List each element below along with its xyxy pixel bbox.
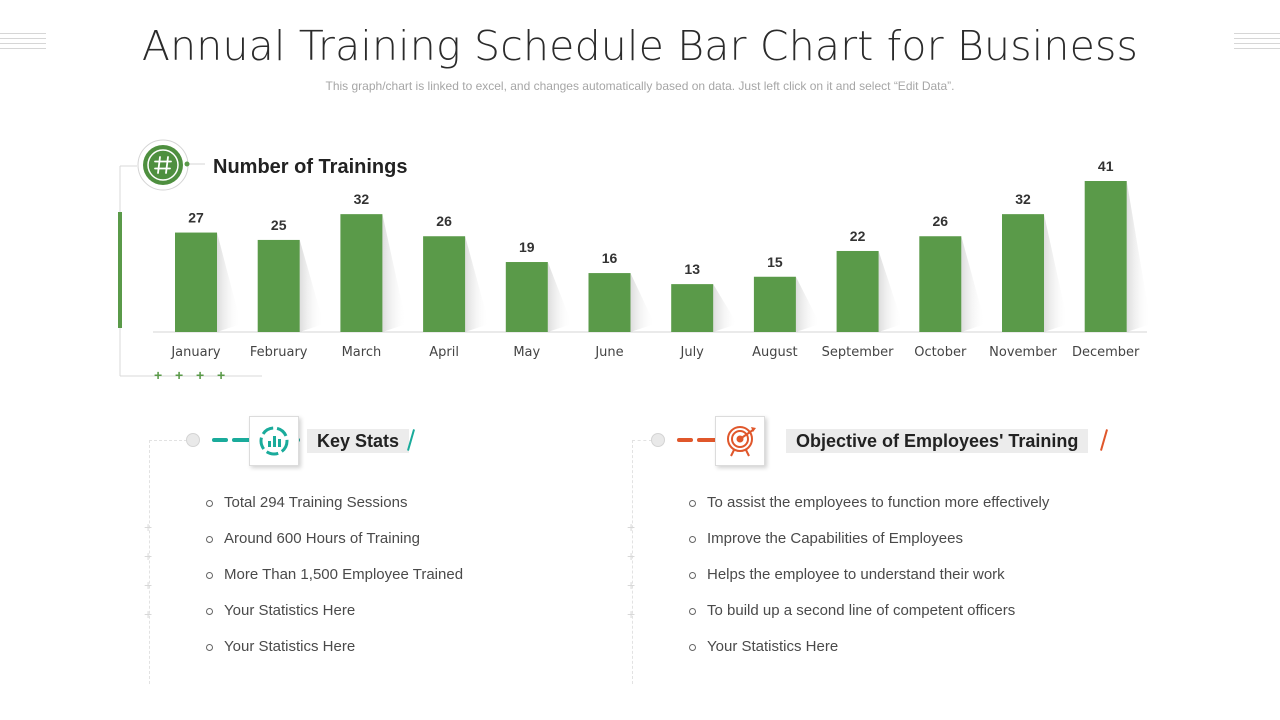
data-label: 26 [436,213,452,229]
bar [753,276,796,332]
objective-title: Objective of Employees' Training [786,429,1089,453]
x-tick-label: December [1072,345,1140,360]
x-tick-label: August [752,345,798,360]
list-item: Helps the employee to understand their w… [689,566,1049,602]
bar [340,214,383,332]
bar [1084,181,1127,332]
chart-gauge-icon [249,416,299,466]
decorative-lines-left [0,33,46,53]
list-item: Total 294 Training Sessions [206,494,463,530]
bar [505,262,548,332]
plus-marker: + [144,577,153,593]
x-tick-label: February [250,345,308,360]
hashtag-icon [137,139,205,191]
list-item: To build up a second line of competent o… [689,602,1049,638]
key-stats-connector [149,440,187,441]
bar-chart: + + + + Number of Trainings 27 January 25 F… [118,139,1151,383]
bar-shadow [878,250,903,332]
data-label: 41 [1098,158,1114,174]
data-label: 27 [188,210,204,226]
bar-shadow [217,232,241,332]
plus-marker: + [154,367,162,383]
list-item: Your Statistics Here [689,638,1049,674]
objective-dash [677,438,693,442]
key-stats-list: Total 294 Training Sessions Around 600 H… [206,494,463,674]
data-label: 19 [519,239,535,255]
bar-shadow [299,239,324,332]
bar [257,239,300,332]
chart-title: Number of Trainings [213,156,407,178]
bar [588,273,631,332]
page-title: Annual Training Schedule Bar Chart for B… [141,22,1139,70]
plus-marker: + [144,548,153,564]
plus-marker: + [627,519,636,535]
bar [423,236,466,332]
bar-shadow [795,276,820,332]
x-tick-label: March [342,345,382,360]
plus-marker: + [627,577,636,593]
plus-marker: + [175,367,183,383]
decorative-lines-right [1234,33,1280,53]
data-label: 22 [850,228,866,244]
bar-shadow [1044,214,1068,332]
data-label: 16 [602,250,618,266]
list-item: Around 600 Hours of Training [206,530,463,566]
plus-marker: + [627,606,636,622]
bars-group: 27 January 25 February 32 March 26 April 19 May 16… [170,158,1151,360]
list-item: Your Statistics Here [206,602,463,638]
data-label: 13 [684,261,700,277]
objective-slash [1100,429,1108,451]
bar [175,232,217,332]
data-label: 15 [767,254,783,270]
plus-markers: + + + + [154,367,225,383]
bar-shadow [1126,181,1151,332]
x-tick-label: January [170,345,221,360]
x-tick-label: July [680,345,705,360]
plus-marker: + [196,367,204,383]
data-label: 32 [1015,191,1031,207]
bar [1002,214,1044,332]
key-stats-title: Key Stats [307,429,410,453]
objective-guide-line [632,440,633,684]
bar [836,250,879,332]
list-item: Improve the Capabilities of Employees [689,530,1049,566]
page-subtitle: This graph/chart is linked to excel, and… [325,79,955,93]
data-label: 25 [271,217,287,233]
key-stats-dash [212,438,228,442]
bar-shadow [547,262,572,332]
bar-shadow [465,236,490,332]
key-stats-guide-line [149,440,150,684]
data-label: 26 [933,213,949,229]
data-label: 32 [354,191,370,207]
x-tick-label: May [513,345,540,360]
list-item: To assist the employees to function more… [689,494,1049,530]
bar [671,284,714,332]
bar-shadow [713,284,738,332]
objective-dot [651,433,665,447]
bar-shadow [382,214,407,332]
objective-list: To assist the employees to function more… [689,494,1049,674]
x-tick-label: June [594,345,623,360]
target-icon [715,416,765,466]
list-item: More Than 1,500 Employee Trained [206,566,463,602]
x-tick-label: April [429,345,459,360]
plus-marker: + [144,519,153,535]
x-tick-label: September [822,345,895,360]
key-stats-dot [186,433,200,447]
objective-connector [632,440,652,441]
x-tick-label: November [989,345,1057,360]
bar-shadow [961,236,986,332]
plus-marker: + [627,548,636,564]
list-item: Your Statistics Here [206,638,463,674]
plus-marker: + [217,367,225,383]
bar-shadow [630,273,655,332]
plus-marker: + [144,606,153,622]
bar [919,236,962,332]
x-tick-label: October [914,345,967,360]
chart-accent-bar [118,212,122,328]
